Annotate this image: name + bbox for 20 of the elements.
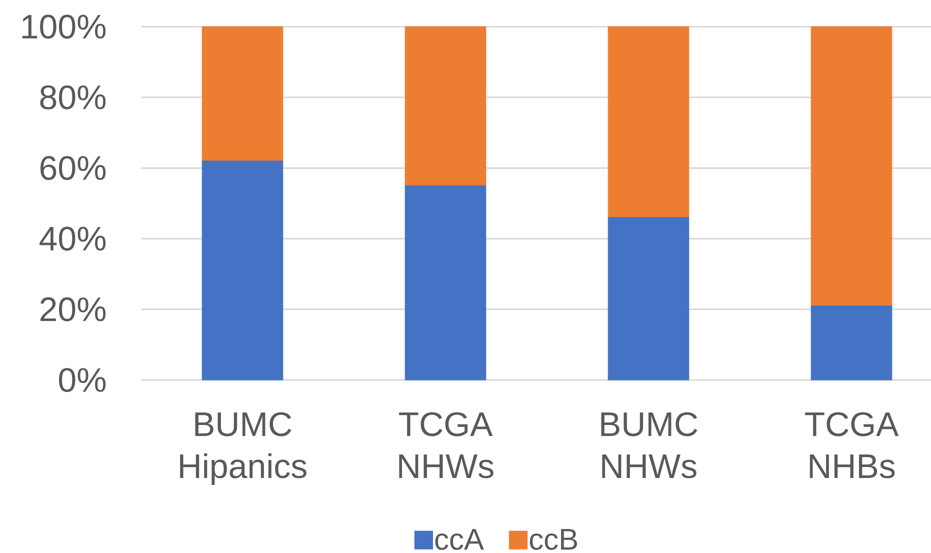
bar <box>810 26 892 306</box>
y-tick-label: 80% <box>40 85 106 110</box>
bar <box>202 160 284 380</box>
x-tick-label: TCGA NHWs <box>399 412 494 478</box>
legend-label: ccA <box>435 528 484 550</box>
bar <box>404 185 486 380</box>
bar <box>404 26 486 186</box>
x-tick-label: BUMC NHWs <box>601 412 698 478</box>
bar <box>202 26 284 162</box>
x-tick-label: BUMC Hipanics <box>180 412 306 486</box>
bar <box>608 217 690 380</box>
y-tick-label: 20% <box>40 297 106 322</box>
y-tick-label: 60% <box>40 156 106 180</box>
x-tick-label: TCGA NHBs <box>805 412 899 478</box>
y-tick-label: 0% <box>58 368 106 392</box>
y-tick-label: 40% <box>40 226 106 251</box>
bar <box>608 26 690 218</box>
bar <box>810 306 892 380</box>
y-tick-label: 100% <box>22 14 106 39</box>
legend-label: ccB <box>530 528 578 550</box>
